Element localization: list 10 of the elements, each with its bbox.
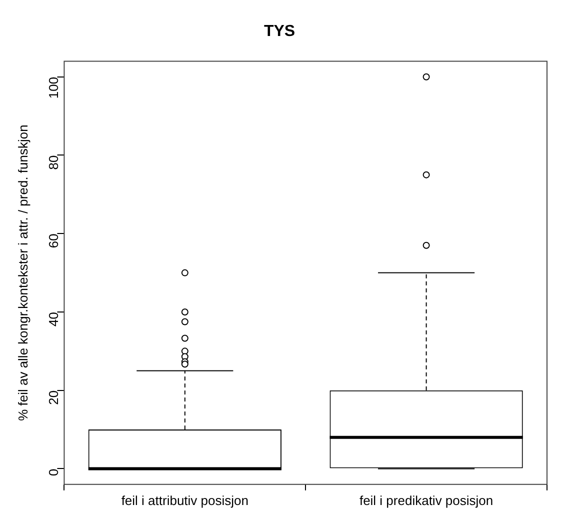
y-tick-label: 40 — [46, 312, 61, 326]
y-tick-label: 20 — [46, 390, 61, 405]
y-tick-label: 80 — [46, 155, 61, 170]
y-tick-label: 100 — [46, 76, 61, 99]
y-tick-label: 60 — [46, 234, 61, 248]
x-tick-label: feil i predikativ posisjon — [359, 492, 494, 508]
x-tick-label: feil i attributiv posisjon — [121, 492, 248, 508]
y-axis-title: % feil av alle kongr.kontekster i attr. / pred. funskjon — [15, 124, 30, 421]
chart-title: TYS — [264, 23, 296, 40]
y-tick-label: 0 — [46, 468, 61, 476]
